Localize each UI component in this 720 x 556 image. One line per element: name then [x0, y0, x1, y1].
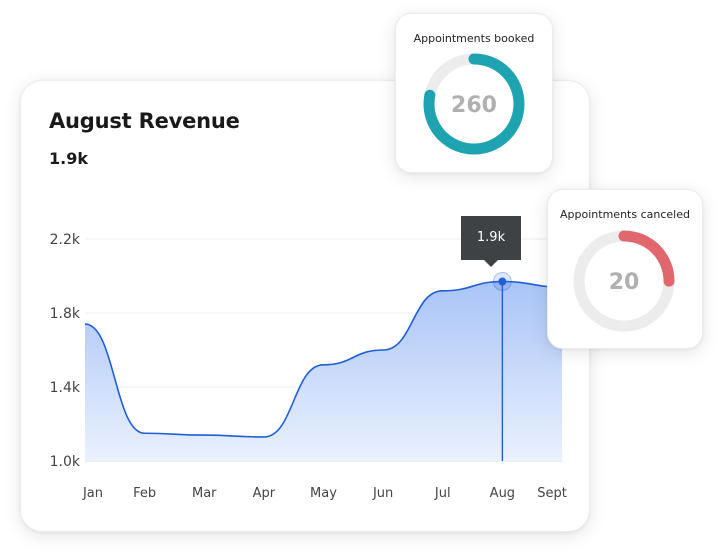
- x-tick-label: May: [310, 486, 337, 501]
- x-tick-label: Aug: [490, 486, 515, 501]
- tooltip-arrow: [484, 260, 498, 267]
- y-tick-label: 2.2k: [50, 232, 81, 248]
- canceled-arc: [573, 230, 675, 332]
- revenue-title: August Revenue: [49, 109, 240, 133]
- x-tick-label: Sept: [537, 486, 567, 501]
- y-tick-label: 1.0k: [50, 454, 81, 470]
- canceled-value: 20: [609, 270, 640, 295]
- chart-tooltip: 1.9k: [461, 216, 521, 260]
- x-tick-label: Apr: [253, 486, 276, 501]
- booked-arc: [423, 53, 525, 155]
- revenue-area: [85, 281, 562, 461]
- appointments-canceled-card: Appointments canceled 20: [547, 189, 703, 349]
- booked-title: Appointments booked: [413, 32, 535, 45]
- x-tick-label: Mar: [192, 486, 217, 501]
- revenue-value: 1.9k: [49, 149, 88, 168]
- canceled-donut: 20: [573, 230, 675, 332]
- y-tick-label: 1.8k: [50, 306, 81, 322]
- booked-donut: 260: [423, 53, 525, 155]
- booked-value: 260: [451, 93, 497, 118]
- appointments-booked-card: Appointments booked 260: [395, 13, 553, 173]
- highlight-point[interactable]: [498, 277, 507, 286]
- x-tick-label: Jul: [434, 486, 451, 501]
- x-tick-label: Jan: [82, 486, 103, 501]
- x-tick-label: Jun: [372, 486, 393, 501]
- y-tick-label: 1.4k: [50, 380, 81, 396]
- x-tick-label: Feb: [133, 486, 156, 501]
- canceled-title: Appointments canceled: [560, 208, 690, 221]
- revenue-line: [84, 280, 563, 438]
